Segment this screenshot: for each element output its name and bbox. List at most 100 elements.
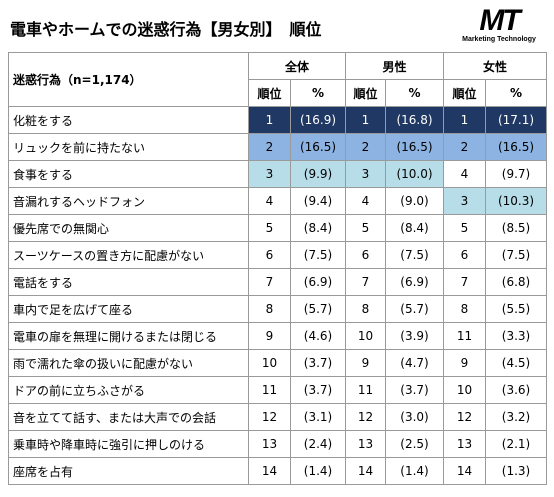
- subheader-row: 順位% 順位% 順位%: [9, 79, 547, 107]
- percent-cell: (3.2): [485, 403, 547, 431]
- percent-cell: (5.5): [485, 295, 547, 323]
- rank-cell: 7: [248, 268, 291, 296]
- rank-cell: 11: [443, 322, 486, 350]
- rank-cell: 8: [345, 295, 386, 323]
- percent-cell: (7.5): [485, 241, 547, 269]
- group-header: 女性: [443, 52, 547, 80]
- group-header: 全体: [248, 52, 346, 80]
- percent-cell: (6.9): [290, 268, 346, 296]
- rank-cell: 3: [248, 160, 291, 188]
- rank-cell: 3: [443, 187, 486, 215]
- percent-cell: (3.0): [385, 403, 444, 431]
- percent-cell: (3.7): [290, 376, 346, 404]
- behavior-label: リュックを前に持たない: [8, 133, 249, 161]
- percent-cell: (6.8): [485, 268, 547, 296]
- header-row: 迷惑行為（n=1,174） 全体 男性 女性: [8, 52, 547, 107]
- rank-cell: 8: [248, 295, 291, 323]
- behavior-label: 座席を占有: [8, 457, 249, 485]
- data-row: 音漏れするヘッドフォン 4 (9.4) 4 (9.0) 3 (10.3): [8, 187, 547, 215]
- percent-cell: (9.0): [385, 187, 444, 215]
- percent-cell: (10.0): [385, 160, 444, 188]
- percent-cell: (5.7): [385, 295, 444, 323]
- behavior-label: 雨で濡れた傘の扱いに配慮がない: [8, 349, 249, 377]
- percent-cell: (7.5): [290, 241, 346, 269]
- rank-cell: 10: [443, 376, 486, 404]
- rank-cell: 2: [345, 133, 386, 161]
- percent-cell: (17.1): [485, 106, 547, 134]
- percent-cell: (1.4): [290, 457, 346, 485]
- data-row: 音を立てて話す、または大声での会話 12 (3.1) 12 (3.0) 12 (3.2): [8, 403, 547, 431]
- rank-cell: 4: [443, 160, 486, 188]
- rank-cell: 3: [345, 160, 386, 188]
- rank-cell: 14: [443, 457, 486, 485]
- percent-cell: (3.9): [385, 322, 444, 350]
- percent-cell: (8.4): [290, 214, 346, 242]
- behavior-label: 優先席での無関心: [8, 214, 249, 242]
- rank-cell: 7: [345, 268, 386, 296]
- rank-cell: 9: [248, 322, 291, 350]
- behavior-label: 乗車時や降車時に強引に押しのける: [8, 430, 249, 458]
- percent-cell: (1.4): [385, 457, 444, 485]
- percent-cell: (4.6): [290, 322, 346, 350]
- rank-cell: 4: [248, 187, 291, 215]
- rank-cell: 1: [345, 106, 386, 134]
- column-header: 順位: [443, 79, 486, 107]
- data-row: 化粧をする 1 (16.9) 1 (16.8) 1 (17.1): [8, 106, 547, 134]
- data-row: 乗車時や降車時に強引に押しのける 13 (2.4) 13 (2.5) 13 (2.1): [8, 430, 547, 458]
- behavior-label: 化粧をする: [8, 106, 249, 134]
- percent-cell: (4.5): [485, 349, 547, 377]
- rank-cell: 6: [248, 241, 291, 269]
- rank-cell: 6: [345, 241, 386, 269]
- percent-cell: (3.1): [290, 403, 346, 431]
- percent-cell: (9.7): [485, 160, 547, 188]
- percent-cell: (8.5): [485, 214, 547, 242]
- behavior-label: スーツケースの置き方に配慮がない: [8, 241, 249, 269]
- data-row: 電車の扉を無理に開けるまたは閉じる 9 (4.6) 10 (3.9) 11 (3.3): [8, 322, 547, 350]
- data-row: ドアの前に立ちふさがる 11 (3.7) 11 (3.7) 10 (3.6): [8, 376, 547, 404]
- percent-cell: (4.7): [385, 349, 444, 377]
- column-header: %: [385, 79, 444, 107]
- rank-cell: 1: [443, 106, 486, 134]
- rank-cell: 5: [443, 214, 486, 242]
- rank-cell: 10: [345, 322, 386, 350]
- ranking-table: 迷惑行為（n=1,174） 全体 男性 女性 順位% 順位% 順位% 化粧をする 1 (16.9)…: [8, 52, 547, 485]
- percent-cell: (16.5): [385, 133, 444, 161]
- rank-cell: 5: [248, 214, 291, 242]
- column-header: %: [290, 79, 346, 107]
- percent-cell: (3.7): [385, 376, 444, 404]
- percent-cell: (6.9): [385, 268, 444, 296]
- label-header: 迷惑行為（n=1,174）: [8, 52, 249, 107]
- data-row: スーツケースの置き方に配慮がない 6 (7.5) 6 (7.5) 6 (7.5): [8, 241, 547, 269]
- rank-cell: 9: [345, 349, 386, 377]
- data-row: 優先席での無関心 5 (8.4) 5 (8.4) 5 (8.5): [8, 214, 547, 242]
- rank-cell: 5: [345, 214, 386, 242]
- column-header: 順位: [248, 79, 291, 107]
- data-row: 座席を占有 14 (1.4) 14 (1.4) 14 (1.3): [8, 457, 547, 485]
- percent-cell: (5.7): [290, 295, 346, 323]
- rank-cell: 13: [248, 430, 291, 458]
- percent-cell: (8.4): [385, 214, 444, 242]
- percent-cell: (9.9): [290, 160, 346, 188]
- data-row: 食事をする 3 (9.9) 3 (10.0) 4 (9.7): [8, 160, 547, 188]
- percent-cell: (3.6): [485, 376, 547, 404]
- rank-cell: 2: [248, 133, 291, 161]
- data-row: リュックを前に持たない 2 (16.5) 2 (16.5) 2 (16.5): [8, 133, 547, 161]
- rank-cell: 14: [248, 457, 291, 485]
- percent-cell: (10.3): [485, 187, 547, 215]
- rank-cell: 4: [345, 187, 386, 215]
- behavior-label: 電話をする: [8, 268, 249, 296]
- rank-cell: 10: [248, 349, 291, 377]
- data-row: 雨で濡れた傘の扱いに配慮がない 10 (3.7) 9 (4.7) 9 (4.5): [8, 349, 547, 377]
- logo-subtitle: Marketing Technology: [462, 36, 536, 43]
- percent-cell: (2.5): [385, 430, 444, 458]
- behavior-label: 車内で足を広げて座る: [8, 295, 249, 323]
- behavior-label: 食事をする: [8, 160, 249, 188]
- percent-cell: (1.3): [485, 457, 547, 485]
- data-row: 電話をする 7 (6.9) 7 (6.9) 7 (6.8): [8, 268, 547, 296]
- rank-cell: 13: [345, 430, 386, 458]
- rank-cell: 8: [443, 295, 486, 323]
- percent-cell: (16.5): [485, 133, 547, 161]
- behavior-label: 音漏れするヘッドフォン: [8, 187, 249, 215]
- rank-cell: 13: [443, 430, 486, 458]
